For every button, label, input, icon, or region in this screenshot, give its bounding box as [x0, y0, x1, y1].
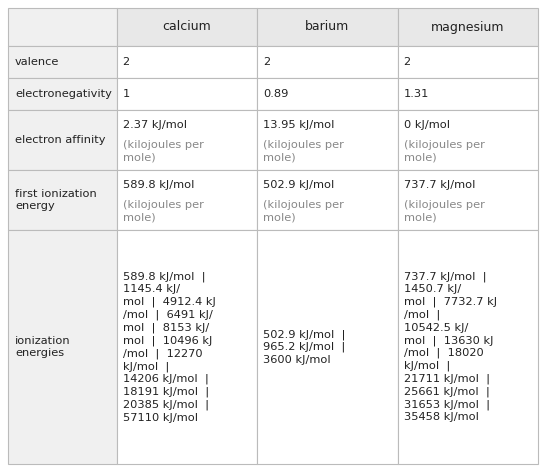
- Bar: [257, 78, 397, 110]
- Text: valence: valence: [15, 57, 60, 67]
- Text: (kilojoules per
mole): (kilojoules per mole): [403, 200, 484, 222]
- Text: (kilojoules per
mole): (kilojoules per mole): [123, 140, 204, 162]
- Bar: [117, 110, 257, 170]
- Bar: [397, 78, 538, 110]
- Text: (kilojoules per
mole): (kilojoules per mole): [403, 140, 484, 162]
- Text: 2: 2: [123, 57, 130, 67]
- Bar: [257, 170, 397, 230]
- Bar: [397, 8, 538, 46]
- Text: (kilojoules per
mole): (kilojoules per mole): [123, 200, 204, 222]
- Bar: [397, 110, 538, 170]
- Bar: [8, 46, 117, 78]
- Bar: [257, 46, 397, 78]
- Bar: [397, 46, 538, 78]
- Bar: [117, 46, 257, 78]
- Text: 2: 2: [263, 57, 270, 67]
- Bar: [257, 8, 397, 46]
- Text: magnesium: magnesium: [431, 20, 505, 34]
- Text: 589.8 kJ/mol  |
1145.4 kJ/
mol  |  4912.4 kJ
/mol  |  6491 kJ/
mol  |  8153 kJ/
: 589.8 kJ/mol | 1145.4 kJ/ mol | 4912.4 k…: [123, 271, 216, 423]
- Bar: [397, 230, 538, 464]
- Bar: [8, 78, 117, 110]
- Text: ionization
energies: ionization energies: [15, 336, 70, 358]
- Text: 502.9 kJ/mol: 502.9 kJ/mol: [263, 180, 334, 190]
- Text: 1.31: 1.31: [403, 89, 429, 99]
- Text: 0 kJ/mol: 0 kJ/mol: [403, 120, 449, 130]
- Text: electron affinity: electron affinity: [15, 135, 105, 145]
- Text: (kilojoules per
mole): (kilojoules per mole): [263, 200, 344, 222]
- Bar: [8, 230, 117, 464]
- Bar: [397, 170, 538, 230]
- Text: barium: barium: [305, 20, 349, 34]
- Bar: [117, 170, 257, 230]
- Text: 2.37 kJ/mol: 2.37 kJ/mol: [123, 120, 187, 130]
- Text: first ionization
energy: first ionization energy: [15, 189, 97, 211]
- Text: 502.9 kJ/mol  |
965.2 kJ/mol  |
3600 kJ/mol: 502.9 kJ/mol | 965.2 kJ/mol | 3600 kJ/mo…: [263, 329, 346, 365]
- Bar: [8, 170, 117, 230]
- Bar: [8, 8, 117, 46]
- Bar: [257, 230, 397, 464]
- Bar: [117, 78, 257, 110]
- Text: 589.8 kJ/mol: 589.8 kJ/mol: [123, 180, 194, 190]
- Text: 2: 2: [403, 57, 411, 67]
- Text: calcium: calcium: [163, 20, 211, 34]
- Text: 737.7 kJ/mol  |
1450.7 kJ/
mol  |  7732.7 kJ
/mol  |
10542.5 kJ/
mol  |  13630 k: 737.7 kJ/mol | 1450.7 kJ/ mol | 7732.7 k…: [403, 271, 497, 422]
- Bar: [117, 230, 257, 464]
- Text: 737.7 kJ/mol: 737.7 kJ/mol: [403, 180, 475, 190]
- Bar: [257, 110, 397, 170]
- Text: (kilojoules per
mole): (kilojoules per mole): [263, 140, 344, 162]
- Text: electronegativity: electronegativity: [15, 89, 112, 99]
- Text: 13.95 kJ/mol: 13.95 kJ/mol: [263, 120, 335, 130]
- Bar: [8, 110, 117, 170]
- Bar: [117, 8, 257, 46]
- Text: 1: 1: [123, 89, 130, 99]
- Text: 0.89: 0.89: [263, 89, 288, 99]
